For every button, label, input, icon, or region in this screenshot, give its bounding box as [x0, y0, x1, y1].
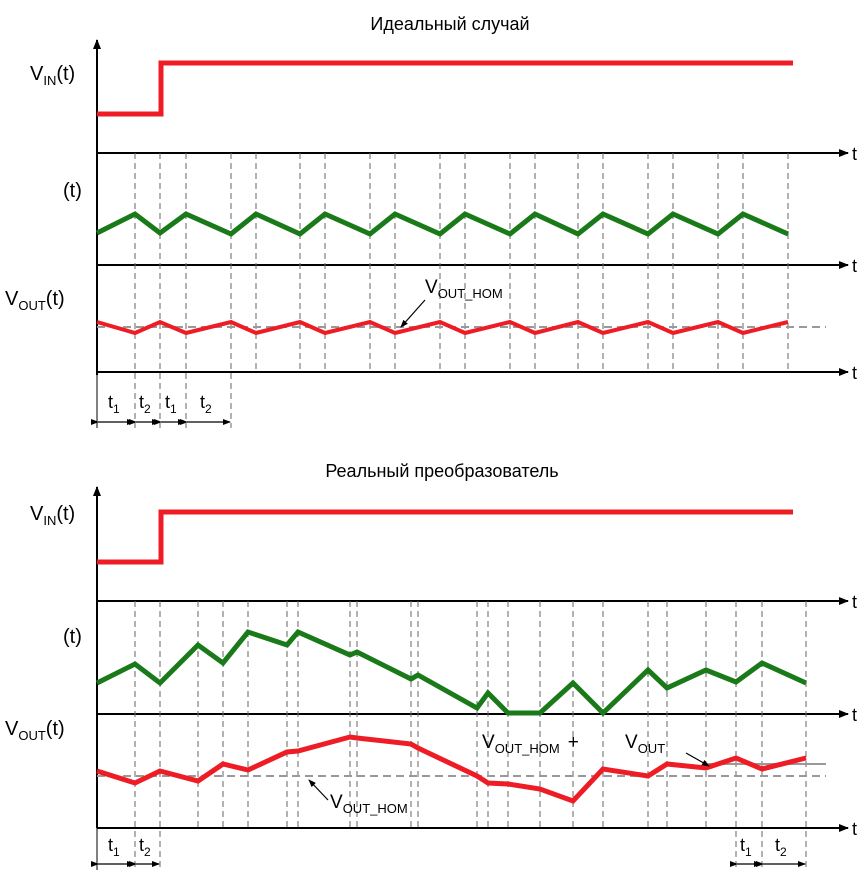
real-title: Реальный преобразователь: [325, 461, 558, 481]
real-mid-label: (t): [63, 626, 82, 648]
ideal-title: Идеальный случай: [370, 14, 529, 34]
real-guides: [134, 601, 807, 870]
real-mid-trace: [95, 628, 808, 717]
real-vin-label: VIN(t): [30, 503, 75, 528]
real-vout-trace: [96, 734, 807, 804]
ideal-vout-label: VOUT(t): [5, 288, 65, 313]
real-vout-nom-arrow: [308, 779, 329, 801]
real-vin-trace: [97, 509, 793, 565]
real-interval-t1-right: t1: [740, 835, 752, 859]
ideal-axis-t-2: t: [852, 256, 857, 276]
real-vout-delta-label: VOUT: [625, 732, 665, 756]
real-vout-delta-arrow: [685, 752, 710, 767]
ideal-mid-trace: [95, 211, 790, 237]
ideal-interval-t2-a: t2: [139, 392, 151, 416]
ideal-axis-t-1: t: [852, 144, 857, 164]
real-panel: Реальный преобразователь t t t: [5, 461, 857, 870]
real-axis-t-2: t: [852, 705, 857, 725]
real-vout-label: VOUT(t): [5, 718, 65, 743]
ideal-vin-trace: [97, 60, 793, 117]
ideal-guides: [134, 153, 789, 428]
real-interval-t2-right: t2: [775, 835, 787, 859]
real-vout-nom-label: VOUT_НОМ: [330, 792, 408, 816]
real-axis-t-3: t: [852, 819, 857, 839]
ideal-interval-t1-a: t1: [108, 392, 120, 416]
real-axis-t-1: t: [852, 592, 857, 612]
ideal-vout-nom-label: VOUT_НОМ: [425, 277, 503, 301]
ideal-vin-label: VIN(t): [30, 63, 75, 88]
ideal-panel: Идеальный случай t t t: [5, 14, 857, 428]
ideal-interval-t1-b: t1: [165, 392, 177, 416]
ideal-axis-t-3: t: [852, 363, 857, 383]
ideal-vout-trace: [96, 319, 789, 336]
real-interval-t1-left: t1: [108, 835, 120, 859]
ideal-vout-nom-arrow: [400, 299, 426, 328]
real-vout-nom-sum-label: VOUT_НОМ +: [482, 732, 579, 756]
ideal-mid-label: (t): [63, 180, 82, 202]
ideal-interval-t2-b: t2: [200, 392, 212, 416]
real-interval-t2-left: t2: [139, 835, 151, 859]
